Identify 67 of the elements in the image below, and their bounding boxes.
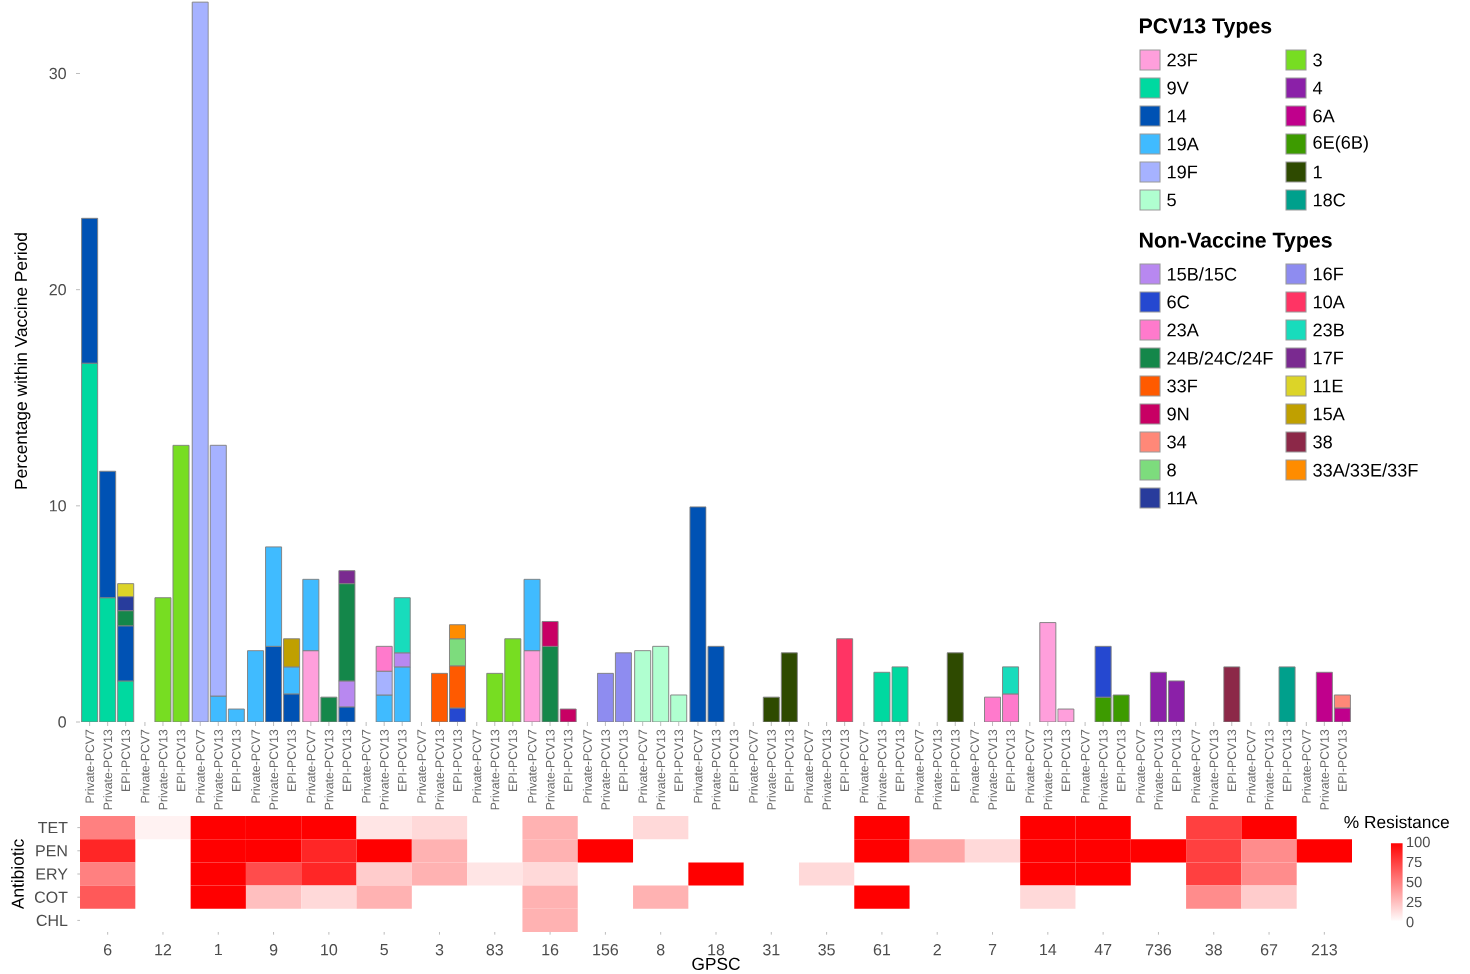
y-tick-label: 30 (49, 67, 66, 80)
legend-label: 23F (1167, 53, 1198, 67)
x-tick-label: 3 (435, 944, 444, 956)
y-axis-title: Antibiotic (11, 839, 24, 910)
legend-label: 9V (1167, 81, 1189, 95)
legend-label: 8 (1167, 463, 1176, 477)
x-tick-label: 31 (763, 944, 780, 956)
legend-label: 3 (1313, 53, 1322, 67)
legend-label: 18C (1313, 193, 1346, 207)
legend-label: 14 (1167, 109, 1187, 123)
legend-label: 24B/24C/24F (1167, 351, 1273, 365)
y-tick-label: COT (34, 891, 68, 903)
legend-label: 10A (1313, 295, 1345, 309)
legend-label: 5 (1167, 193, 1176, 207)
legend-label: 11A (1167, 491, 1198, 505)
legend-label: 1 (1313, 165, 1322, 179)
y-tick-label: TET (38, 822, 68, 834)
x-tick-label: 10 (321, 944, 338, 956)
x-tick-label: 8 (656, 944, 665, 956)
x-tick-label: 6 (104, 944, 112, 956)
y-tick-label: 20 (49, 284, 66, 296)
legend-label: 4 (1312, 81, 1323, 95)
x-tick-label: 61 (873, 944, 891, 956)
x-tick-label: 1 (215, 944, 222, 956)
legend-label: 33F (1167, 379, 1198, 393)
legend-label: 23B (1313, 323, 1344, 337)
legend-label: 9N (1167, 407, 1189, 421)
y-tick-label: CHL (36, 914, 68, 927)
legend-label: 33A/33E/33F (1313, 463, 1418, 477)
x-tick-label: 736 (1145, 944, 1172, 956)
annotation: Non-Vaccine Types (1139, 232, 1332, 252)
legend-label: 19F (1167, 165, 1198, 179)
x-tick-label: 38 (1205, 944, 1222, 956)
legend-title: PCV13 Types (1139, 18, 1272, 38)
legend-label: 15B/15C (1167, 267, 1237, 281)
x-tick-label: 12 (155, 944, 172, 956)
x-tick-label: 156 (593, 944, 619, 956)
x-tick-label: 14 (1040, 944, 1057, 956)
x-tick-label: 213 (1311, 944, 1337, 956)
legend-label: 11E (1313, 379, 1343, 393)
color-bar-title: % Resistance (1344, 815, 1449, 829)
x-tick-label: 2 (933, 944, 941, 956)
legend-label: 6C (1167, 295, 1190, 309)
legend-label: 6A (1313, 109, 1335, 123)
y-axis-title: Percentage within Vaccine Period (14, 233, 31, 489)
legend-label: 17F (1313, 351, 1344, 365)
x-tick-label: 16 (542, 944, 559, 956)
x-tick-label: 47 (1094, 944, 1112, 956)
x-tick-label: 18 (708, 944, 725, 956)
legend-label: 19A (1167, 137, 1199, 151)
legend-label: 15A (1313, 407, 1345, 421)
x-tick-label: 9 (269, 944, 278, 956)
y-tick-label: PEN (36, 845, 67, 857)
x-tick-label: 5 (380, 944, 388, 956)
legend-label: 34 (1167, 435, 1187, 449)
x-axis-title: GPSC (692, 957, 740, 970)
x-tick-label: 83 (486, 944, 503, 956)
y-tick-label: ERY (36, 868, 68, 880)
x-tick-label: 67 (1260, 944, 1278, 956)
y-tick-label: 10 (50, 500, 66, 512)
x-tick-label: 35 (818, 944, 835, 956)
legend-label: 6E(6B) (1313, 135, 1368, 153)
legend-label: 38 (1313, 435, 1332, 449)
legend-label: 23A (1167, 323, 1199, 337)
legend-label: 16F (1313, 267, 1344, 281)
y-tick-label: 0 (58, 716, 66, 728)
x-tick-label: 7 (988, 944, 997, 956)
